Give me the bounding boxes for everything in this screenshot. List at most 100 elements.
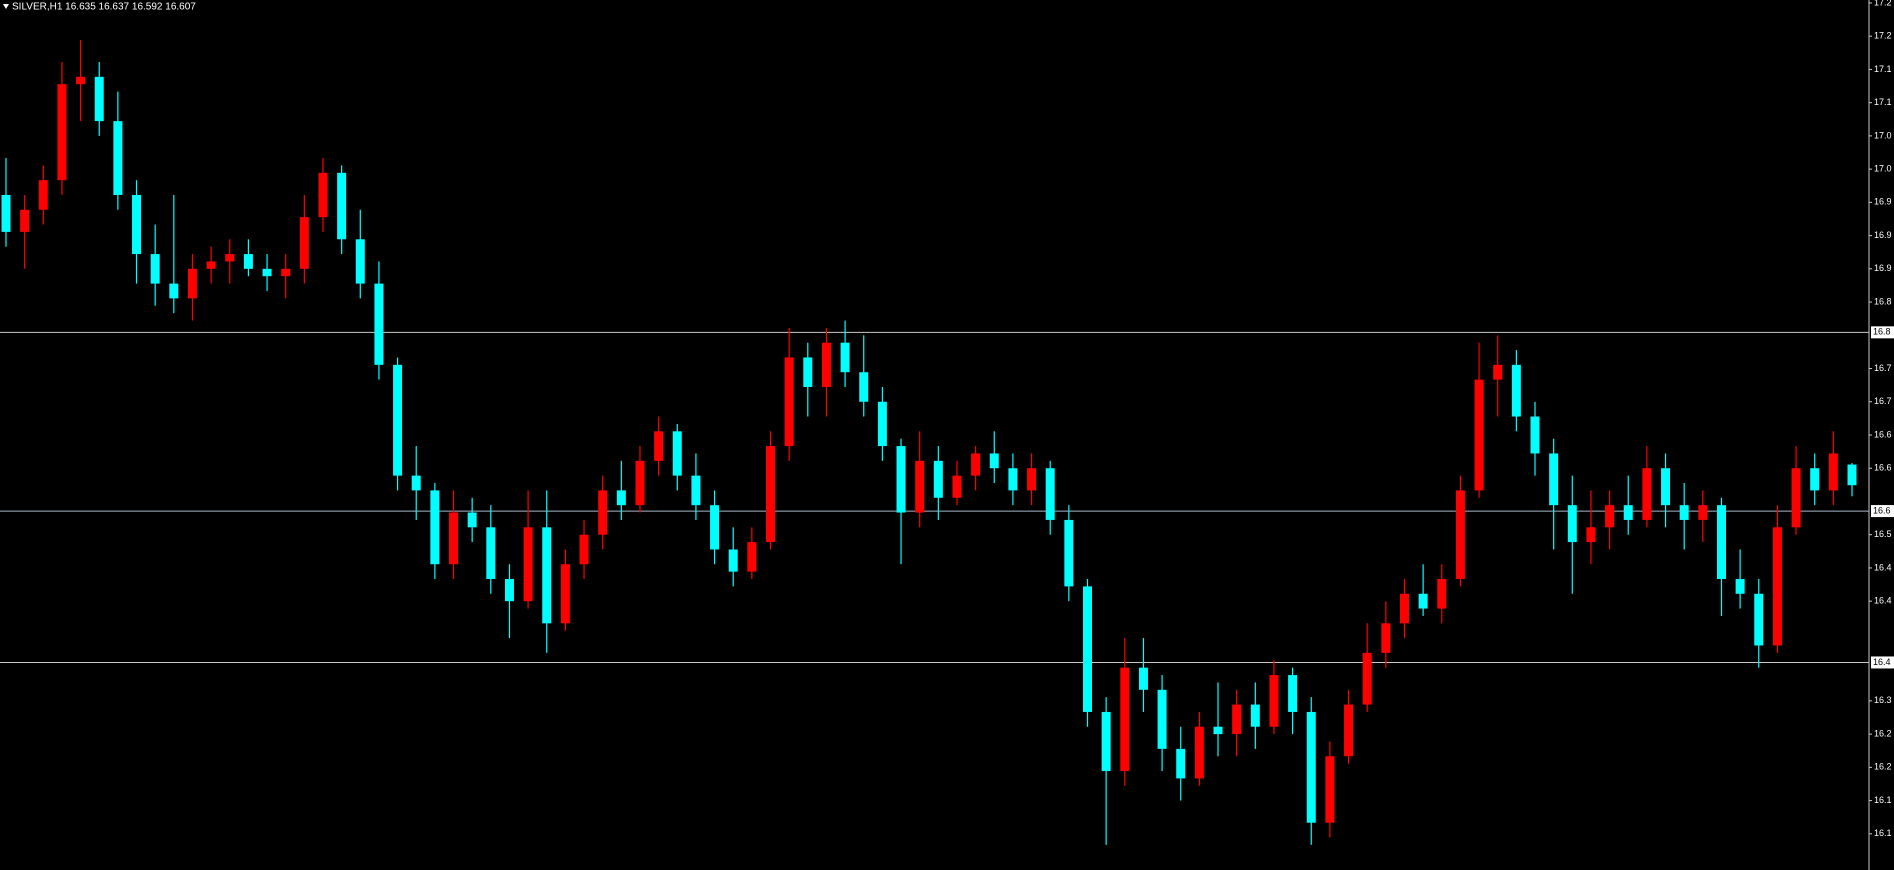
candle-body bbox=[1810, 468, 1820, 491]
candle-body bbox=[542, 527, 552, 624]
candle-body bbox=[1213, 726, 1223, 735]
collapse-icon[interactable] bbox=[3, 4, 9, 9]
candle-body bbox=[1064, 519, 1074, 587]
candle-body bbox=[1344, 704, 1354, 757]
price-label: 16.4 bbox=[1873, 657, 1891, 667]
candle-body bbox=[187, 268, 197, 299]
candle-body bbox=[654, 431, 664, 461]
candle-body bbox=[318, 172, 328, 218]
candle-body bbox=[821, 342, 831, 387]
candle-body bbox=[1586, 527, 1596, 543]
candle-body bbox=[1455, 490, 1465, 580]
candle-body bbox=[896, 446, 906, 513]
candle-body bbox=[449, 512, 459, 565]
candle-body bbox=[486, 527, 496, 580]
candle-body bbox=[299, 217, 309, 269]
candle-body bbox=[784, 357, 794, 447]
candle-body bbox=[616, 490, 626, 506]
candle-body bbox=[1791, 468, 1801, 528]
candle-body bbox=[1698, 505, 1708, 520]
candle-body bbox=[1754, 593, 1764, 646]
y-tick-label: 16.6 bbox=[1874, 463, 1892, 473]
candle-body bbox=[1493, 364, 1503, 380]
candle-body bbox=[113, 121, 123, 195]
candle-body bbox=[1530, 416, 1540, 454]
candle-body bbox=[803, 357, 813, 387]
candle-body bbox=[411, 475, 421, 491]
y-tick-label: 17.0 bbox=[1874, 130, 1892, 140]
candle-body bbox=[766, 446, 776, 543]
candle-body bbox=[225, 254, 235, 262]
candle-body bbox=[579, 534, 589, 565]
y-tick-label: 16.5 bbox=[1874, 529, 1892, 539]
candle-body bbox=[1399, 593, 1409, 624]
candle-body bbox=[374, 283, 384, 365]
candle-body bbox=[747, 542, 757, 572]
candle-body bbox=[1474, 379, 1484, 491]
candle-body bbox=[206, 261, 216, 269]
candle-body bbox=[76, 76, 86, 85]
candle-body bbox=[150, 254, 160, 284]
y-tick-label: 17.1 bbox=[1874, 97, 1892, 107]
chart-title: SILVER,H1 16.635 16.637 16.592 16.607 bbox=[12, 2, 196, 13]
candle-body bbox=[393, 364, 403, 476]
y-tick-label: 16.9 bbox=[1874, 230, 1892, 240]
candle-body bbox=[840, 342, 850, 373]
candle-body bbox=[560, 564, 570, 624]
candle-body bbox=[523, 527, 533, 602]
y-tick-label: 16.1 bbox=[1874, 795, 1892, 805]
y-tick-label: 16.3 bbox=[1874, 695, 1892, 705]
candle-body bbox=[1567, 505, 1577, 543]
candle-body bbox=[1194, 726, 1204, 779]
candle-body bbox=[691, 475, 701, 506]
y-tick-label: 16.4 bbox=[1874, 562, 1892, 572]
candle-body bbox=[94, 76, 104, 122]
price-label-box bbox=[1871, 326, 1894, 339]
candle-body bbox=[672, 431, 682, 476]
candle-body bbox=[877, 401, 887, 447]
candle-body bbox=[1176, 748, 1186, 779]
candle-body bbox=[1269, 675, 1279, 727]
candle-body bbox=[989, 453, 999, 469]
candle-body bbox=[1082, 586, 1092, 712]
candle-body bbox=[430, 490, 440, 565]
candle-body bbox=[1306, 711, 1316, 823]
candle-body bbox=[1250, 704, 1260, 727]
y-tick-label: 16.6 bbox=[1874, 429, 1892, 439]
candle-body bbox=[1232, 704, 1242, 735]
candle-body bbox=[1101, 711, 1111, 772]
y-tick-label: 17.2 bbox=[1874, 31, 1892, 41]
candle-body bbox=[1828, 453, 1838, 491]
price-label: 16.6 bbox=[1873, 505, 1891, 515]
y-tick-label: 16.1 bbox=[1874, 828, 1892, 838]
candle-body bbox=[281, 268, 291, 277]
y-tick-label: 16.2 bbox=[1874, 728, 1892, 738]
candle-body bbox=[1847, 464, 1857, 486]
candle-body bbox=[1661, 468, 1671, 506]
y-tick-label: 16.7 bbox=[1874, 396, 1892, 406]
candle-body bbox=[1716, 505, 1726, 580]
y-tick-label: 16.2 bbox=[1874, 762, 1892, 772]
candle-body bbox=[1362, 652, 1372, 705]
candle-body bbox=[1138, 667, 1148, 690]
candle-body bbox=[243, 254, 253, 269]
candle-body bbox=[57, 84, 67, 181]
candle-body bbox=[1549, 453, 1559, 506]
candle-body bbox=[262, 268, 272, 277]
candle-body bbox=[1381, 623, 1391, 653]
y-tick-label: 16.7 bbox=[1874, 363, 1892, 373]
candle-body bbox=[728, 549, 738, 572]
candle-body bbox=[1, 194, 11, 232]
candle-body bbox=[1511, 364, 1521, 417]
candle-body bbox=[952, 475, 962, 498]
candle-body bbox=[1027, 468, 1037, 491]
candle-body bbox=[38, 180, 48, 210]
candle-body bbox=[1605, 505, 1615, 528]
candle-body bbox=[1157, 689, 1167, 749]
candle-body bbox=[1623, 505, 1633, 520]
candle-body bbox=[20, 209, 30, 232]
candle-body bbox=[1735, 579, 1745, 594]
candle-body bbox=[1437, 579, 1447, 609]
candle-body bbox=[1120, 667, 1130, 772]
